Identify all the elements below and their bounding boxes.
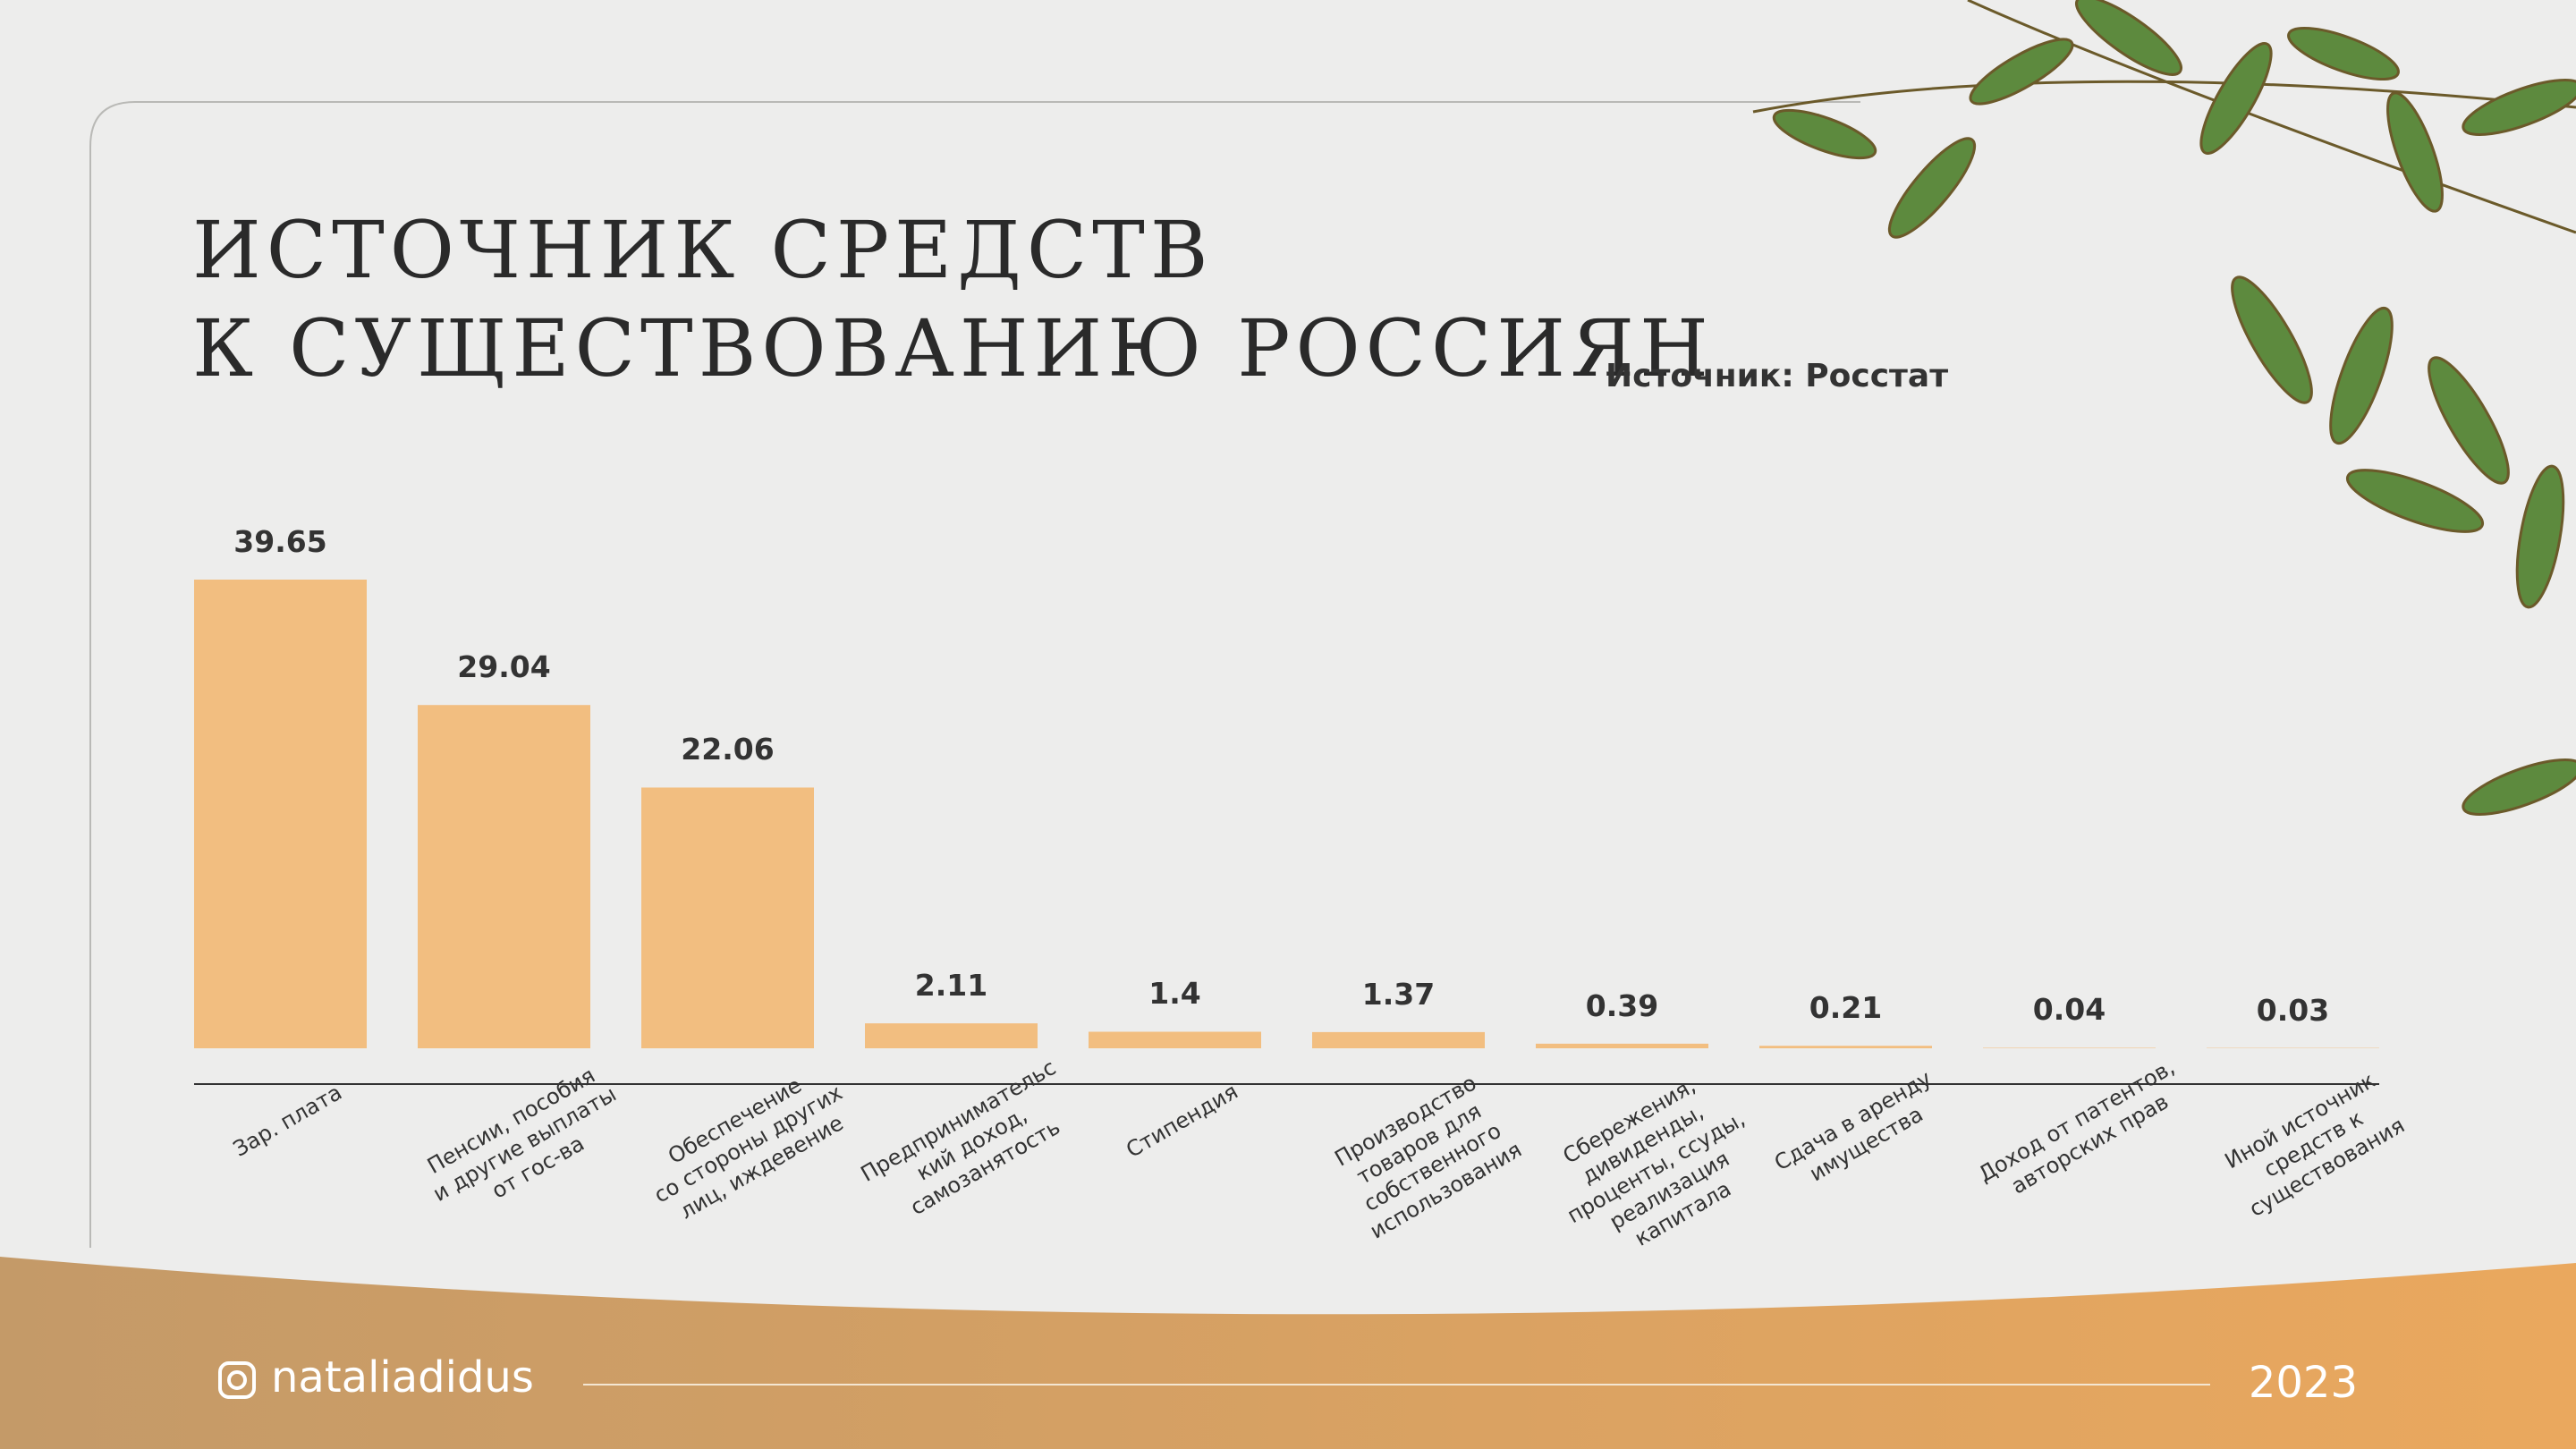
instagram-icon [218,1361,256,1399]
bar [641,787,814,1048]
value-label: 0.03 [2256,992,2330,1028]
value-label: 0.21 [1809,990,1883,1026]
footer-handle: nataliadidus [271,1352,534,1402]
value-label: 0.39 [1585,987,1659,1023]
bar [194,580,367,1048]
bar [1536,1043,1708,1048]
bar [865,1023,1038,1048]
value-label: 2.11 [914,968,988,1004]
value-label: 39.65 [233,524,327,559]
value-label: 1.37 [1361,976,1436,1012]
bar [1983,1047,2156,1048]
value-label: 1.4 [1148,976,1201,1012]
footer-band [0,1257,2576,1449]
bar [418,705,590,1048]
plot [194,580,2379,1085]
leaves [1752,0,2576,816]
bar [1759,1046,1932,1048]
footer-year: 2023 [2248,1358,2358,1408]
card-border [89,101,1860,1248]
value-label: 22.06 [681,732,775,767]
value-label: 29.04 [457,649,551,685]
value-label: 0.04 [2032,992,2106,1028]
chart-title: ИСТОЧНИК СРЕДСТВ К СУЩЕСТВОВАНИЮ РОССИЯН [192,204,1714,394]
bar [1312,1031,1485,1048]
bar [1089,1031,1261,1048]
source-note: Источник: Росстат [1606,358,1949,394]
